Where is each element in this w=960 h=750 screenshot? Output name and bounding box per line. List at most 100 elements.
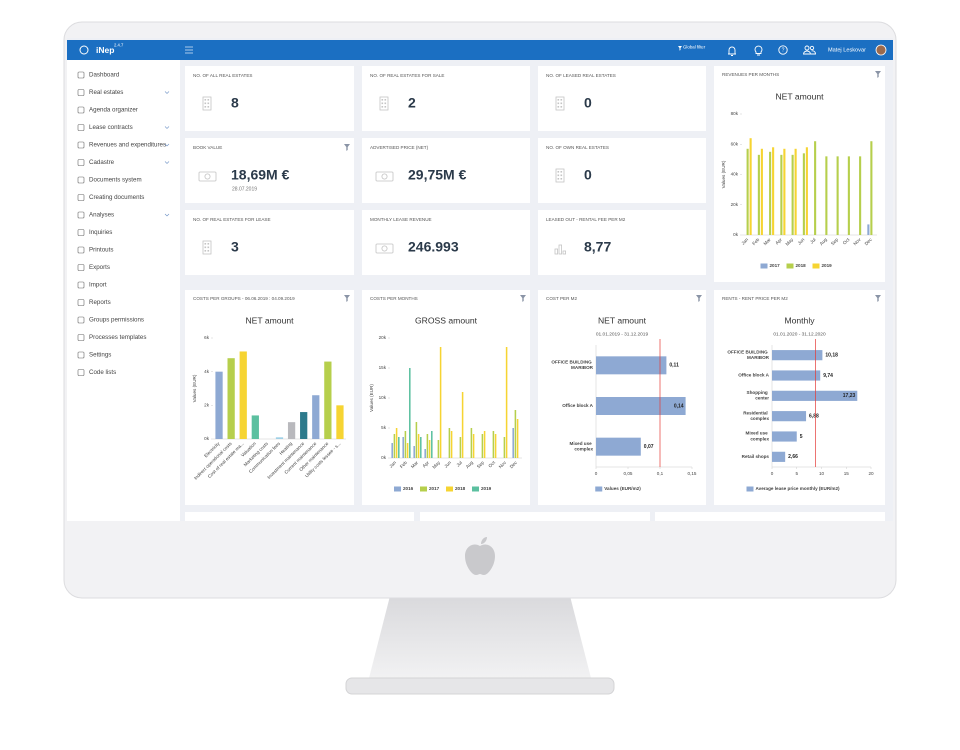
bar [251, 415, 259, 439]
chevron [164, 161, 170, 164]
sidebar-label: Real estates [89, 89, 123, 96]
filter-button[interactable] [344, 295, 350, 302]
legend-label: 2018 [796, 263, 807, 268]
sidebar-icon [77, 229, 85, 236]
bar [448, 428, 451, 458]
legend-swatch [760, 263, 768, 269]
bar [417, 434, 420, 458]
y-tick-label: 80k [731, 111, 739, 116]
window [207, 106, 210, 108]
x-tick-label: Dec [864, 237, 874, 247]
sidebar-label: Revenues and expenditures [89, 142, 166, 149]
sidebar-item[interactable]: Documents system [77, 177, 142, 184]
filter-button[interactable] [696, 295, 702, 302]
x-tick-label: 10 [819, 471, 825, 476]
sidebar-icon [77, 281, 85, 289]
sidebar-item[interactable]: Cadastre [77, 159, 170, 166]
bar [402, 437, 404, 458]
filter-icon [678, 46, 682, 51]
legend-swatch [394, 486, 401, 492]
bar [324, 361, 332, 439]
app-logo[interactable]: iNep 2.4.7 [79, 43, 124, 55]
sidebar-label: Code lists [89, 369, 116, 376]
sidebar-item[interactable]: Settings [77, 352, 111, 359]
sidebar-item[interactable]: Printouts [77, 247, 113, 254]
window [207, 246, 210, 249]
bar [413, 446, 415, 458]
sidebar-icon [77, 369, 85, 376]
card-bg [362, 138, 530, 203]
x-tick-label: Nov [852, 237, 862, 247]
money-icon [198, 171, 217, 182]
user-name[interactable]: Matej Leskovar [828, 47, 866, 53]
y-tick-label: Residential complex [743, 411, 769, 422]
legend-label: 2017 [770, 263, 781, 268]
help-icon[interactable] [778, 45, 788, 55]
filter-button[interactable] [875, 295, 881, 302]
sidebar-item[interactable]: Inquiries [77, 229, 112, 236]
sidebar-item[interactable]: Dashboard [77, 71, 120, 79]
legend-label: 2017 [429, 486, 440, 491]
bar [780, 154, 783, 235]
y-axis-label: Values (EUR) [721, 160, 726, 188]
sidebar-item[interactable]: Exports [77, 264, 110, 271]
building-icon [202, 96, 212, 111]
sidebar-item[interactable]: Real estates [77, 89, 170, 96]
global-filter[interactable]: Global filter [678, 45, 706, 51]
bar [391, 443, 393, 458]
sidebar-item[interactable]: Code lists [77, 369, 116, 376]
sidebar-item[interactable]: Creating documents [77, 194, 144, 201]
y-tick-label: 0k [733, 232, 739, 237]
window [381, 106, 384, 108]
sidebar-icon [77, 71, 85, 79]
y-axis-label: Values (EUR) [192, 374, 197, 402]
sidebar-item[interactable]: Reports [77, 299, 111, 306]
bar [516, 419, 519, 458]
sidebar-item[interactable]: Agenda organizer [77, 107, 138, 114]
bar [472, 434, 475, 458]
window [204, 99, 207, 101]
chart-panel: RENTS - RENT PRICE PER M2 Monthly 01.01.20… [714, 290, 885, 505]
sidebar-item[interactable]: Revenues and expenditures [77, 142, 170, 149]
filter-button[interactable] [520, 295, 526, 302]
y-tick-label: Office block A [562, 403, 593, 408]
bar [836, 156, 839, 235]
users-icon[interactable] [803, 45, 816, 55]
legend-swatch [746, 486, 754, 492]
sidebar-item[interactable]: Groups permissions [77, 317, 144, 324]
bar [431, 431, 433, 458]
bar [847, 156, 850, 235]
bar [772, 451, 786, 462]
y-tick-label: OFFICE BUILDING MARIBOR [551, 360, 593, 371]
x-tick-label: Feb [751, 237, 760, 246]
x-tick-label: 15 [844, 471, 850, 476]
bar [802, 153, 805, 235]
sidebar-item[interactable]: Import [77, 281, 107, 289]
panel-header: COSTS PER GROUPS - 06.06.2019 : 04.09.20… [193, 296, 295, 301]
bar [503, 437, 506, 458]
window [204, 106, 207, 108]
menu-toggle[interactable] [185, 46, 193, 54]
bulb-icon[interactable] [754, 45, 763, 56]
x-tick-label: Sep [476, 460, 486, 470]
y-tick-label: Mixed use complex [746, 431, 770, 442]
card-title: NO. OF ALL REAL ESTATES [193, 73, 252, 78]
card-value: 246.993 [408, 239, 459, 255]
card-title: MONTHLY LEASE REVENUE [370, 217, 432, 222]
sidebar-item[interactable]: Lease contracts [77, 124, 170, 131]
sidebar-icon [77, 299, 85, 306]
panel-bg [362, 290, 530, 505]
bar [772, 431, 797, 442]
kpi-card: LEASED OUT - RENTAL FEE PER M2 8,77 [538, 210, 706, 275]
sidebar-item[interactable]: Analyses [77, 212, 170, 219]
y-tick-label: 2k [204, 403, 210, 408]
legend-label: 2019 [822, 263, 833, 268]
user-avatar[interactable] [875, 44, 887, 56]
chart-subtitle: 01.01.2019 - 31.12.2019 [596, 331, 649, 337]
bell-icon[interactable] [728, 46, 736, 56]
bar [409, 368, 411, 458]
sidebar-item[interactable]: Processes templates [77, 334, 146, 341]
window [384, 106, 387, 108]
filter-button[interactable] [344, 144, 350, 151]
filter-button[interactable] [875, 71, 881, 78]
